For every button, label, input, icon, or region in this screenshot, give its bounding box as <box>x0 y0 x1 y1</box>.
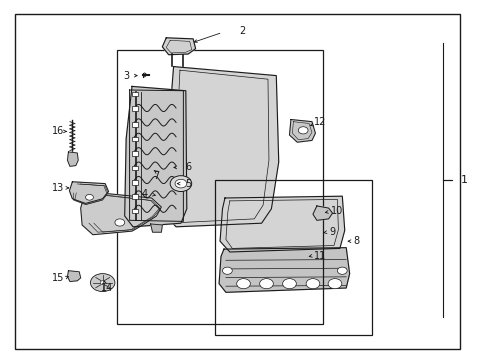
Text: 6: 6 <box>185 162 191 172</box>
Polygon shape <box>81 192 161 235</box>
Polygon shape <box>124 86 186 227</box>
Text: 7: 7 <box>153 171 159 181</box>
Bar <box>132 106 138 111</box>
Polygon shape <box>289 120 315 142</box>
Polygon shape <box>67 271 81 282</box>
Bar <box>132 194 138 199</box>
Circle shape <box>115 219 124 226</box>
Bar <box>132 166 138 170</box>
Polygon shape <box>219 248 349 292</box>
Bar <box>132 209 138 213</box>
Bar <box>132 122 138 127</box>
Polygon shape <box>67 152 78 166</box>
Text: 4: 4 <box>141 189 147 199</box>
Text: 1: 1 <box>460 175 467 185</box>
Circle shape <box>282 279 296 289</box>
Text: 11: 11 <box>313 251 326 261</box>
Bar <box>132 151 138 156</box>
Text: 5: 5 <box>185 179 191 189</box>
Bar <box>132 92 138 96</box>
Polygon shape <box>69 182 108 203</box>
Text: 16: 16 <box>51 126 64 136</box>
Text: 8: 8 <box>352 236 358 246</box>
Polygon shape <box>312 206 332 220</box>
Text: 14: 14 <box>100 283 113 293</box>
Text: 10: 10 <box>330 206 343 216</box>
Text: 3: 3 <box>123 71 129 81</box>
Circle shape <box>259 279 273 289</box>
Polygon shape <box>150 224 162 232</box>
Text: 2: 2 <box>239 26 244 36</box>
Circle shape <box>222 267 232 274</box>
Circle shape <box>90 274 115 292</box>
Bar <box>132 180 138 185</box>
Polygon shape <box>166 67 278 227</box>
Polygon shape <box>162 38 195 55</box>
Circle shape <box>298 127 307 134</box>
Circle shape <box>175 179 186 188</box>
Bar <box>215 180 371 335</box>
Circle shape <box>170 176 191 192</box>
Circle shape <box>85 194 93 200</box>
Text: 15: 15 <box>51 273 64 283</box>
Circle shape <box>100 281 105 284</box>
Bar <box>117 50 322 324</box>
Circle shape <box>337 267 346 274</box>
Text: 9: 9 <box>329 227 335 237</box>
Bar <box>132 137 138 141</box>
Polygon shape <box>220 196 344 252</box>
Circle shape <box>305 279 319 289</box>
Text: 13: 13 <box>51 183 64 193</box>
Circle shape <box>236 279 250 289</box>
Text: 12: 12 <box>313 117 326 127</box>
Circle shape <box>327 279 341 289</box>
